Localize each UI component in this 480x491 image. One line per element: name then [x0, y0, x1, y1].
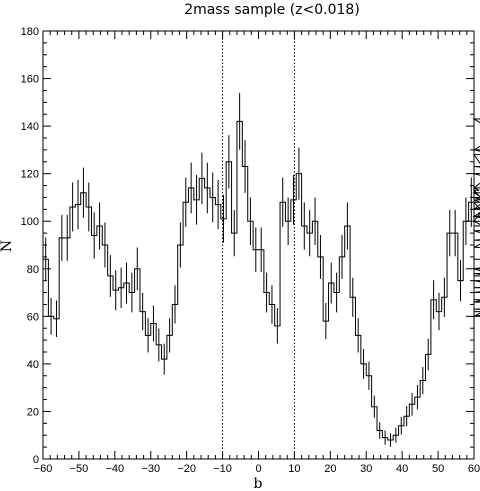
histogram-outline [42, 118, 480, 459]
y-tick-label: 180 [21, 26, 39, 38]
y-tick-label: 80 [27, 264, 39, 276]
x-tick-label: 30 [360, 463, 372, 475]
y-tick-label: 100 [21, 216, 39, 228]
x-tick-label: −30 [141, 463, 160, 475]
x-tick-label: 60 [468, 463, 480, 475]
y-tick-label: 160 [21, 74, 39, 86]
x-tick-label: −10 [213, 463, 232, 475]
x-axis-label: b [254, 476, 263, 491]
plot-area: −60 −50 −40 −30 −20 −10 0 10 20 30 40 50 60 0 20 40 60 80… [21, 26, 480, 475]
x-tick-label: 20 [324, 463, 336, 475]
y-tick-label: 60 [27, 311, 39, 323]
y-tick-label: 0 [33, 454, 39, 466]
x-tick-label: −50 [70, 463, 89, 475]
y-tick-label: 140 [21, 121, 39, 133]
x-tick-label: −60 [34, 463, 53, 475]
y-tick-label: 120 [21, 169, 39, 181]
x-tick-label: 0 [255, 463, 261, 475]
x-tick-label: 50 [432, 463, 444, 475]
x-tick-label: −40 [105, 463, 124, 475]
y-tick-label: 40 [27, 359, 39, 371]
x-tick-label: 10 [288, 463, 300, 475]
chart-title: 2mass sample (z<0.018) [184, 2, 360, 18]
y-tick-label: 20 [27, 406, 39, 418]
x-tick-label: −20 [177, 463, 196, 475]
y-axis-label: N [0, 240, 15, 252]
x-tick-label: 40 [396, 463, 408, 475]
